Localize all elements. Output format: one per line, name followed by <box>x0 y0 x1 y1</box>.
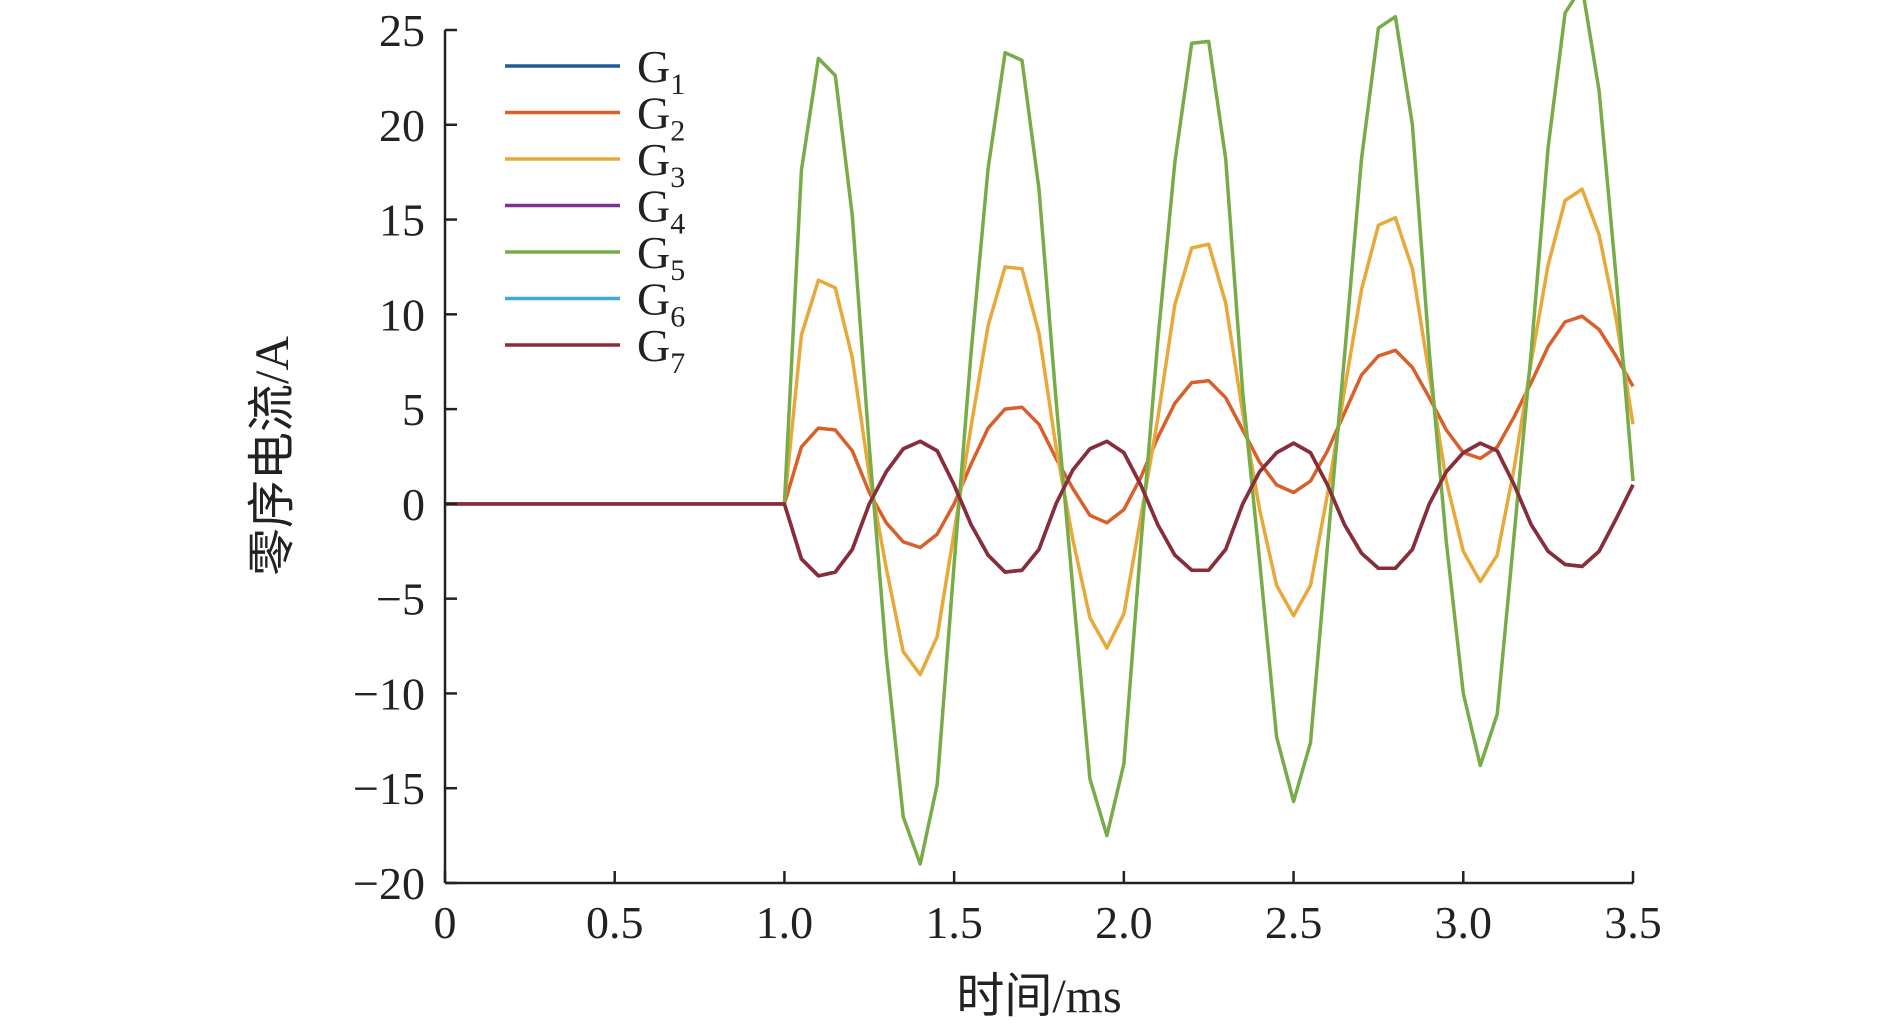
series-line-g7 <box>445 439 1635 578</box>
x-tick-label: 0 <box>434 897 457 948</box>
series-line-g5 <box>445 0 1635 866</box>
x-tick-label: 2.5 <box>1265 897 1323 948</box>
y-axis-title: 零序电流/A <box>246 336 299 576</box>
ticks: 0 0.5 1.0 1.5 2.0 2.5 3.0 3.5 −20 −15 −10 −5 0 5 10 15 2… <box>353 5 1662 948</box>
y-tick-label: −10 <box>353 668 425 719</box>
legend-label-g4: G4 <box>637 181 685 241</box>
y-tick-label: 10 <box>379 289 425 340</box>
y-tick-label: 5 <box>402 384 425 435</box>
axes <box>443 30 1633 885</box>
y-tick-label: 15 <box>379 195 425 246</box>
y-tick-label: 0 <box>402 479 425 530</box>
y-tick-label: −5 <box>376 574 425 625</box>
y-tick-label: −20 <box>353 858 425 909</box>
legend-label-g3: G3 <box>637 134 685 194</box>
x-tick-label: 3.5 <box>1604 897 1662 948</box>
y-tick-label: 25 <box>379 5 425 56</box>
series-layer <box>445 0 1635 866</box>
x-tick-label: 2.0 <box>1095 897 1153 948</box>
x-tick-label: 0.5 <box>586 897 644 948</box>
series-line-g3 <box>445 187 1635 677</box>
series-line-g2 <box>445 314 1635 550</box>
x-tick-label: 3.0 <box>1435 897 1493 948</box>
x-axis-title: 时间/ms <box>956 970 1121 1023</box>
x-tick-label: 1.0 <box>756 897 814 948</box>
y-tick-label: −15 <box>353 763 425 814</box>
y-tick-label: 20 <box>379 100 425 151</box>
x-tick-label: 1.5 <box>925 897 983 948</box>
